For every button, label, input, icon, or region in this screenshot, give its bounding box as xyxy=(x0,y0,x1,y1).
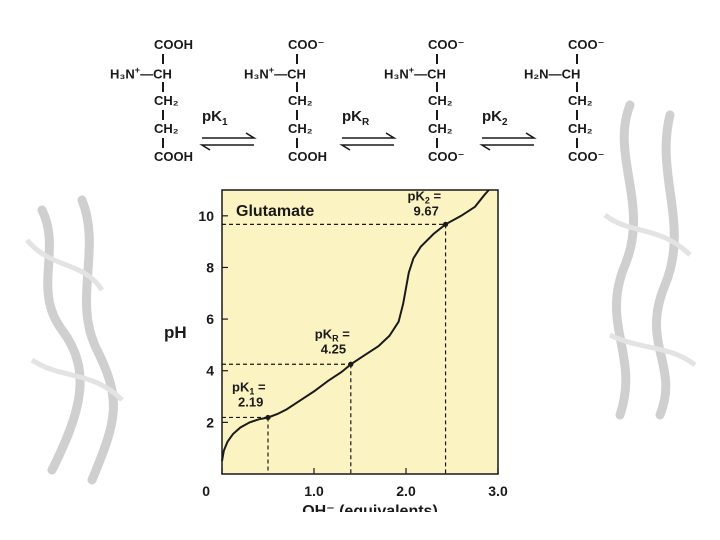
y-tick-label: 2 xyxy=(206,414,214,430)
amine-row: H₂N—CH xyxy=(524,66,581,82)
ch2-b: CH₂ xyxy=(154,121,179,136)
alpha-carbon: CH xyxy=(153,66,172,82)
x-tick-label: 1.0 xyxy=(304,483,324,499)
amine-charge: + xyxy=(134,65,141,75)
amine-prefix: H₃N xyxy=(110,66,135,82)
molecule-bottom-group: COO⁻ xyxy=(568,149,605,164)
bond-line xyxy=(162,138,164,148)
bond-line xyxy=(576,82,578,92)
amine-charge: + xyxy=(268,65,275,75)
y-tick-label: 10 xyxy=(198,208,214,224)
equilibrium-arrows-icon xyxy=(479,132,537,151)
y-tick-label: 8 xyxy=(206,259,214,275)
pk-annotation-value: 9.67 xyxy=(414,203,439,218)
equilibrium-label: pK1 xyxy=(202,108,228,128)
titration-chart: 2 4 6 8 10 0 1.0 2.0 3.0 pH OH⁻ (equivalents) Gluta… xyxy=(164,188,508,512)
pk-main: pK xyxy=(482,108,502,125)
amine-prefix: H₃N xyxy=(244,66,269,82)
alpha-carbon: CH xyxy=(427,66,446,82)
amine-prefix: H₂N xyxy=(524,66,549,82)
bond-line xyxy=(296,82,298,92)
protein-ribbon-left xyxy=(25,195,124,485)
pk-main: pK xyxy=(342,108,362,125)
pk-annotation-equals: = xyxy=(430,188,442,203)
equilibrium-pk1: pK1 xyxy=(196,108,260,156)
molecule-top-group: COOH xyxy=(154,37,193,52)
equilibrium-pkr: pKR xyxy=(336,108,400,156)
equilibrium-arrows-icon xyxy=(339,132,397,151)
amine-row: H₃N+—CH xyxy=(244,65,306,82)
ch2-b: CH₂ xyxy=(568,121,593,136)
pk-annotation-subscript: 1 xyxy=(249,386,254,396)
bond-line xyxy=(436,82,438,92)
pk-main: pK xyxy=(202,108,222,125)
alpha-carbon: CH xyxy=(561,66,581,82)
x-tick-label: 0 xyxy=(202,483,210,499)
bond-line xyxy=(162,54,164,64)
pk-annotation-label: pKR = xyxy=(315,326,350,343)
titration-curve xyxy=(221,189,490,462)
equilibrium-pk2: pK2 xyxy=(476,108,540,156)
alpha-carbon: CH xyxy=(287,66,306,82)
pk-annotation-subscript: R xyxy=(332,333,339,343)
amine-charge: + xyxy=(408,65,415,75)
molecule-bottom-group: COOH xyxy=(288,149,327,164)
amine-prefix: H₃N xyxy=(384,66,409,82)
molecule-top-group: COO⁻ xyxy=(288,37,325,52)
bond-line xyxy=(576,110,578,120)
ch2-a: CH₂ xyxy=(154,93,179,108)
ch2-b: CH₂ xyxy=(428,121,453,136)
molecule-bottom-group: COOH xyxy=(154,149,193,164)
bond-line xyxy=(296,110,298,120)
bond-line xyxy=(162,110,164,120)
amine-row: H₃N+—CH xyxy=(110,65,172,82)
molecule-bottom-group: COO⁻ xyxy=(428,149,465,164)
amine-row: H₃N+—CH xyxy=(384,65,446,82)
equilibrium-label: pKR xyxy=(342,108,369,128)
bond-line xyxy=(436,110,438,120)
pk-sub: 2 xyxy=(502,117,508,128)
pk-sub: 1 xyxy=(222,117,228,128)
pk-annotation-label: pK1 = xyxy=(232,379,266,396)
ch2-a: CH₂ xyxy=(428,93,453,108)
y-tick-label: 6 xyxy=(206,311,214,327)
pk-annotation-label: pK2 = xyxy=(408,188,442,205)
bond-line xyxy=(436,138,438,148)
bond-line xyxy=(296,54,298,64)
chart-title: Glutamate xyxy=(236,203,314,220)
plot-area xyxy=(221,189,499,475)
bond-line xyxy=(296,138,298,148)
x-tick-label: 2.0 xyxy=(396,483,416,499)
pk-annotation-equals: = xyxy=(339,326,351,341)
protein-ribbon-right xyxy=(603,100,697,420)
y-tick-label: 4 xyxy=(206,363,214,379)
pk-annotation-value: 2.19 xyxy=(238,394,263,409)
molecule-top-group: COO⁻ xyxy=(428,37,465,52)
ch2-a: CH₂ xyxy=(568,93,593,108)
equilibrium-arrows-icon xyxy=(199,132,257,151)
y-axis-label: pH xyxy=(164,323,187,342)
pk-annotation-equals: = xyxy=(254,379,266,394)
x-tick-label: 3.0 xyxy=(488,483,508,499)
bond-line xyxy=(576,54,578,64)
molecule-top-group: COO⁻ xyxy=(568,37,605,52)
ch2-b: CH₂ xyxy=(288,121,313,136)
equilibrium-label: pK2 xyxy=(482,108,508,128)
bond-line xyxy=(436,54,438,64)
ch2-a: CH₂ xyxy=(288,93,313,108)
pk-sub: R xyxy=(362,117,370,128)
bond-line xyxy=(576,138,578,148)
bond-line xyxy=(162,82,164,92)
pk-annotation-value: 4.25 xyxy=(321,341,346,356)
pk-annotation-subscript: 2 xyxy=(425,195,430,205)
x-axis-label: OH⁻ (equivalents) xyxy=(302,503,438,512)
